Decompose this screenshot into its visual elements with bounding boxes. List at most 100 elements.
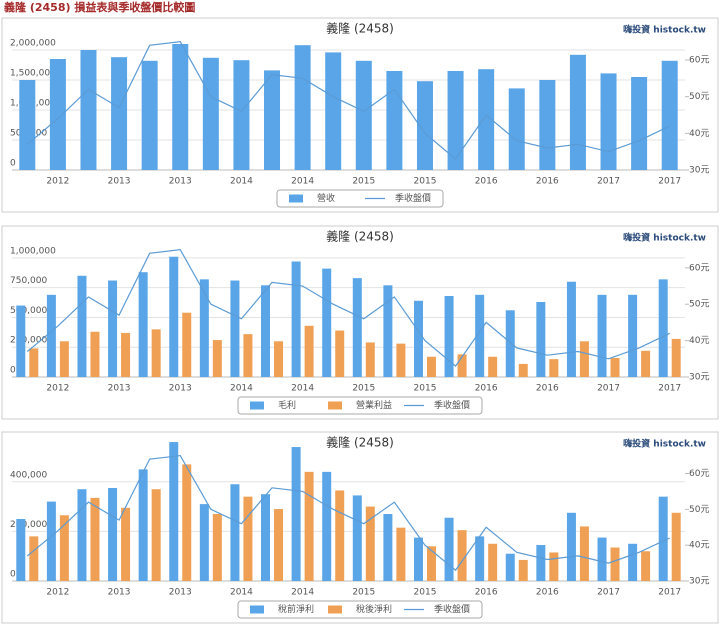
x-tick-label: 2016 (536, 588, 559, 598)
bar (141, 60, 158, 170)
legend-label: 稅後淨利 (356, 603, 392, 615)
y-tick-label: 400,000 (10, 470, 47, 480)
bar (658, 496, 668, 581)
x-tick-label: 2016 (536, 177, 559, 187)
bar (536, 545, 546, 581)
bar (151, 489, 161, 581)
bar (202, 57, 219, 170)
y-tick-label: 1,500,000 (10, 69, 56, 79)
x-tick-label: 2017 (597, 384, 620, 394)
bar (304, 471, 314, 581)
bar (628, 294, 638, 377)
bar (304, 325, 314, 377)
legend-label: 季收盤價 (395, 192, 431, 204)
bar (151, 329, 161, 377)
y2-tick-label: 40元 (689, 336, 709, 346)
bar (508, 88, 525, 170)
bar (641, 350, 651, 377)
x-tick-label: 2015 (414, 588, 437, 598)
x-tick-label: 2016 (475, 177, 498, 187)
chart-title: 義隆 (2458) (326, 21, 394, 36)
y2-tick-label: 30元 (689, 577, 709, 587)
x-tick-label: 2013 (169, 588, 192, 598)
watermark: 嗨投資 histock.tw (623, 24, 706, 36)
bar (549, 359, 559, 377)
x-tick-label: 2016 (475, 588, 498, 598)
bar (396, 343, 406, 377)
watermark: 嗨投資 histock.tw (623, 232, 706, 244)
legend-swatch (328, 401, 342, 410)
legend-label: 營收 (317, 192, 335, 204)
bar (138, 272, 148, 377)
bar (396, 527, 406, 581)
bar (641, 551, 651, 581)
legend-box (237, 396, 483, 415)
price-line (26, 41, 670, 160)
legend-swatch (250, 401, 264, 410)
y-tick-label: 250,000 (10, 336, 47, 346)
price-line (26, 248, 670, 367)
bar (579, 526, 589, 581)
x-tick-label: 2017 (658, 177, 681, 187)
bar (597, 537, 607, 581)
x-tick-label: 2013 (169, 384, 192, 394)
bar (59, 515, 69, 581)
x-tick-label: 2013 (108, 384, 131, 394)
price-line (26, 454, 670, 572)
y-tick-label: 750,000 (10, 276, 47, 286)
chart-title: 義隆 (2458) (326, 229, 394, 244)
bar (671, 512, 681, 581)
x-tick-label: 2017 (658, 384, 681, 394)
bar (212, 340, 222, 377)
bar (230, 280, 240, 377)
y2-tick-label: 60元 (689, 263, 709, 273)
y-tick-label: 1,000,000 (10, 246, 56, 256)
bar (230, 484, 240, 581)
y2-tick-label: 40元 (689, 129, 709, 139)
bar (29, 348, 39, 377)
bar (29, 536, 39, 581)
legend-swatch (328, 605, 342, 614)
bar (335, 490, 345, 581)
bar (457, 354, 467, 377)
bar (383, 514, 393, 581)
bar (261, 285, 271, 377)
chart-title: 義隆 (2458) (326, 435, 394, 450)
legend-swatch (289, 194, 303, 203)
watermark: 嗨投資 histock.tw (623, 438, 706, 450)
bar (80, 50, 97, 170)
bar (671, 338, 681, 377)
y-tick-label: 0 (10, 366, 16, 376)
bar (579, 341, 589, 377)
legend-label: 毛利 (278, 399, 296, 411)
x-tick-label: 2012 (46, 384, 69, 394)
bar (488, 543, 498, 581)
bar (322, 471, 332, 581)
bar (121, 507, 131, 581)
bar (16, 518, 26, 581)
bar (261, 494, 271, 581)
x-tick-label: 2013 (169, 177, 192, 187)
bar (243, 334, 253, 377)
bar (536, 301, 546, 377)
bar (610, 547, 620, 581)
legend-label: 季收盤價 (434, 399, 470, 411)
bar (416, 81, 433, 170)
legend-box (237, 600, 483, 619)
bar (444, 517, 454, 581)
bar (444, 296, 454, 377)
bar (413, 300, 423, 377)
x-tick-label: 2014 (230, 177, 253, 187)
bar (475, 294, 485, 377)
legend-label: 稅前淨利 (278, 603, 314, 615)
y-tick-label: 200,000 (10, 520, 47, 530)
x-tick-label: 2016 (475, 384, 498, 394)
bar (111, 57, 128, 171)
panel-border (1, 225, 719, 420)
bar (518, 363, 528, 377)
bar (77, 275, 87, 377)
bar (294, 45, 311, 171)
bar (322, 268, 332, 377)
y-tick-label: 2,000,000 (10, 39, 56, 49)
x-tick-label: 2015 (414, 177, 437, 187)
